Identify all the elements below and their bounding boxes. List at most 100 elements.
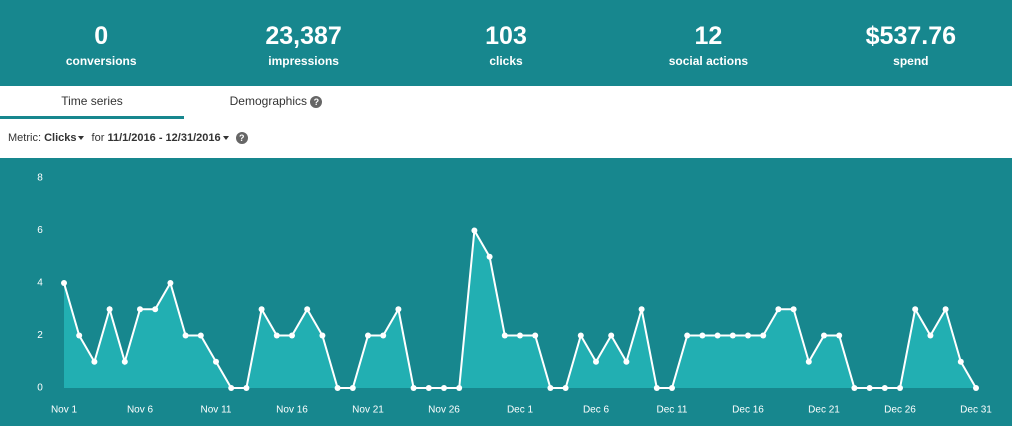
- x-tick-label: Dec 11: [657, 405, 688, 416]
- stat-label: spend: [893, 54, 929, 68]
- metric-label: Metric:: [8, 132, 41, 144]
- point: [653, 385, 660, 391]
- stat-label: clicks: [489, 54, 523, 68]
- stat: $537.76 spend: [810, 0, 1012, 86]
- x-tick-label: Nov 21: [352, 405, 384, 416]
- point: [243, 385, 250, 391]
- point: [441, 385, 447, 391]
- point: [547, 385, 554, 391]
- point: [167, 280, 174, 286]
- point: [866, 385, 873, 391]
- point: [501, 332, 508, 339]
- tab-label: Time series: [61, 94, 123, 108]
- point: [638, 306, 645, 313]
- metric-select[interactable]: Clicks: [44, 132, 77, 144]
- y-tick-label: 2: [37, 330, 43, 341]
- point: [669, 385, 675, 391]
- point: [942, 306, 949, 313]
- point: [121, 358, 128, 365]
- point: [228, 385, 235, 391]
- point: [349, 385, 356, 391]
- caret: [78, 136, 85, 141]
- stat-label: social actions: [668, 54, 749, 68]
- area: [64, 230, 976, 388]
- point: [912, 306, 919, 313]
- x-tick-label: Dec 21: [808, 405, 840, 416]
- x-tick-label: Dec 16: [732, 405, 764, 416]
- stat: 103 clicks: [405, 0, 607, 86]
- x-tick-label: Dec 1: [507, 405, 534, 416]
- point: [699, 332, 706, 339]
- point: [957, 358, 964, 365]
- point: [836, 332, 843, 339]
- stat-label: conversions: [65, 54, 137, 68]
- point: [729, 332, 736, 339]
- x-tick-label: Nov 11: [201, 405, 232, 416]
- y-tick-label: 8: [37, 173, 43, 184]
- stat-value: 12: [694, 22, 723, 50]
- x-tick-label: Nov 26: [428, 405, 460, 416]
- point: [821, 332, 827, 339]
- date-range-select[interactable]: 11/1/2016 - 12/31/2016: [107, 132, 221, 144]
- point: [456, 385, 463, 391]
- point: [182, 332, 189, 339]
- point: [410, 385, 417, 391]
- point: [760, 332, 767, 339]
- point: [897, 385, 903, 391]
- point: [319, 332, 326, 339]
- point: [380, 332, 387, 339]
- stat-value: 23,387: [265, 22, 342, 50]
- tabs: Time series Demographics ?: [0, 86, 1012, 119]
- point: [775, 306, 782, 313]
- point: [137, 306, 143, 313]
- point: [91, 358, 98, 365]
- point: [805, 358, 812, 365]
- stat: 0 conversions: [0, 0, 202, 86]
- point: [881, 385, 888, 391]
- point: [593, 358, 599, 365]
- point: [623, 358, 630, 365]
- y-tick-label: 0: [37, 383, 43, 394]
- help-icon[interactable]: ?: [310, 95, 323, 108]
- point: [304, 306, 311, 313]
- point: [197, 332, 204, 339]
- y-tick-label: 6: [37, 225, 43, 236]
- x-tick-label: Dec 26: [884, 405, 916, 416]
- stat-label: impressions: [268, 54, 339, 68]
- x-tick-label: Dec 31: [960, 405, 992, 416]
- point: [273, 332, 280, 339]
- point: [365, 332, 371, 339]
- stat-value: 103: [485, 22, 527, 50]
- point: [486, 253, 493, 260]
- point: [471, 227, 478, 234]
- point: [395, 306, 402, 313]
- help-icon[interactable]: ?: [235, 132, 248, 145]
- point: [577, 332, 584, 339]
- point: [152, 306, 159, 313]
- stat-value: 0: [94, 22, 109, 50]
- stat-value: $537.76: [865, 22, 957, 50]
- for-label: for: [91, 132, 105, 144]
- point: [334, 385, 341, 391]
- point: [289, 332, 295, 339]
- y-tick-label: 4: [37, 278, 43, 289]
- point: [425, 385, 432, 391]
- tab[interactable]: Time series: [0, 86, 184, 119]
- stat: 12 social actions: [607, 0, 809, 86]
- tab-label: Demographics: [229, 94, 308, 108]
- point: [61, 280, 67, 286]
- point: [714, 332, 721, 339]
- point: [684, 332, 691, 339]
- point: [562, 385, 569, 391]
- point: [213, 358, 219, 365]
- metric-bar: Metric: Clicks for 11/1/2016 - 12/31/201…: [8, 132, 248, 145]
- x-tick-label: Dec 6: [583, 405, 610, 416]
- x-tick-label: Nov 1: [51, 405, 78, 416]
- point: [973, 385, 979, 391]
- point: [532, 332, 539, 339]
- tab[interactable]: Demographics ?: [184, 86, 368, 116]
- stat: 23,387 impressions: [202, 0, 404, 86]
- point: [790, 306, 797, 313]
- point: [851, 385, 858, 391]
